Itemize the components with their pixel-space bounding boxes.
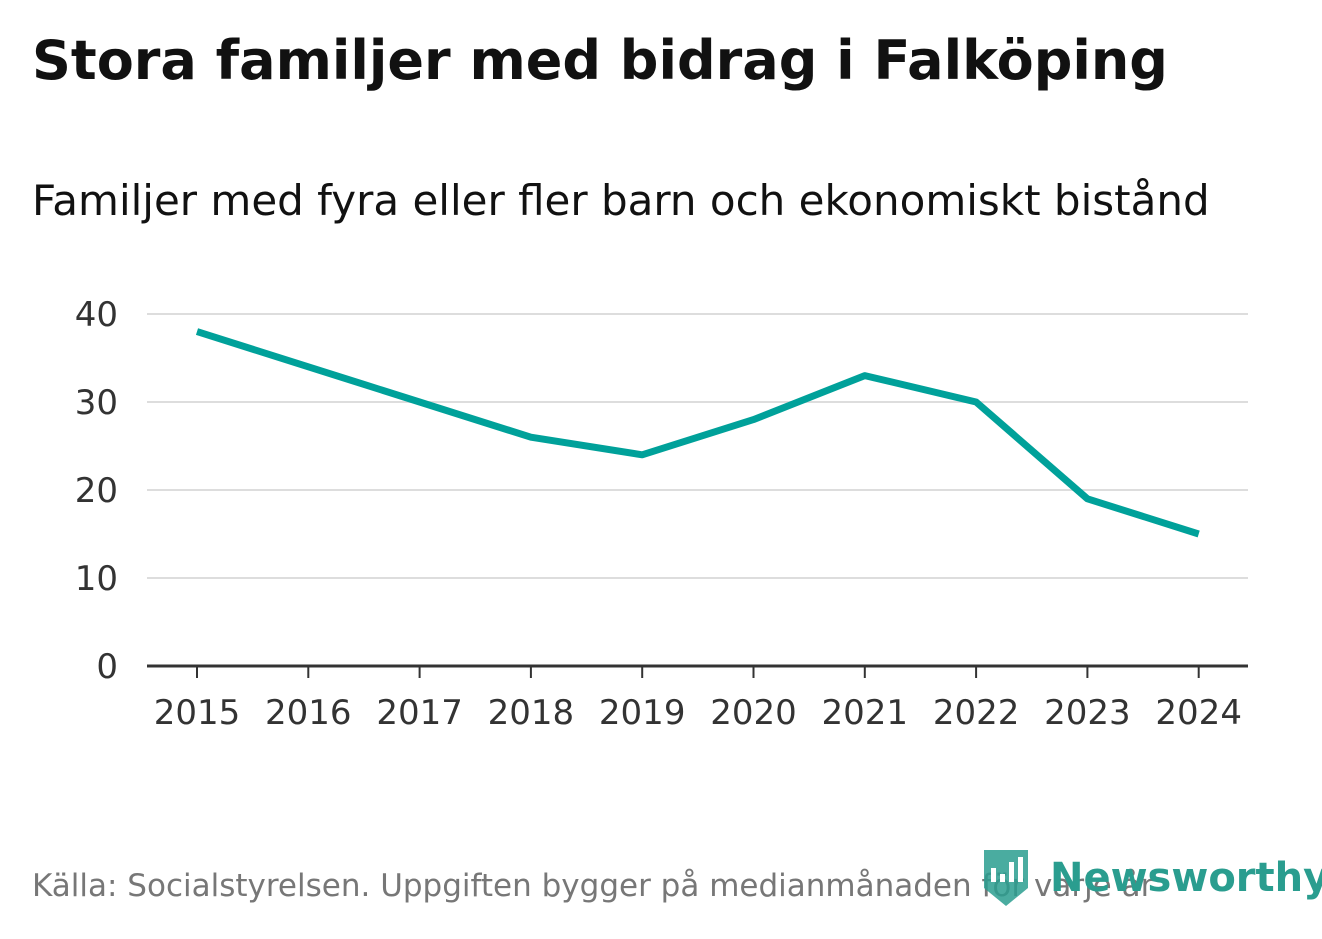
y-tick-label: 0 — [96, 647, 118, 687]
x-tick-label: 2022 — [933, 693, 1020, 733]
x-tick-label: 2021 — [822, 693, 909, 733]
series-layer — [195, 328, 1200, 538]
y-tick-label: 40 — [75, 295, 118, 335]
x-axis-tick-labels: 2015 2016 2017 2018 2019 2020 2021 2022 2023 2024 — [154, 693, 1242, 733]
newsworthy-logo-text: Newsworthy — [1050, 855, 1322, 901]
y-axis-tick-labels: 0 10 20 30 40 — [75, 295, 118, 687]
series-line — [195, 328, 1200, 538]
x-tick-label: 2019 — [599, 693, 686, 733]
x-tick-label: 2015 — [154, 693, 241, 733]
x-axis — [147, 664, 1248, 678]
y-tick-label: 20 — [75, 471, 118, 511]
y-tick-label: 30 — [75, 383, 118, 423]
y-tick-label: 10 — [75, 559, 118, 599]
x-tick-label: 2017 — [376, 693, 463, 733]
x-tick-label: 2016 — [265, 693, 352, 733]
chart-subtitle: Familjer med fyra eller fler barn och ek… — [32, 176, 1210, 225]
x-tick-label: 2020 — [710, 693, 797, 733]
x-tick-label: 2018 — [488, 693, 575, 733]
x-tick-label: 2023 — [1044, 693, 1131, 733]
gridlines — [147, 313, 1248, 579]
chart-title: Stora familjer med bidrag i Falköping — [32, 29, 1168, 92]
source-note: Källa: Socialstyrelsen. Uppgiften bygger… — [32, 868, 1154, 904]
x-tick-label: 2024 — [1155, 693, 1242, 733]
newsworthy-logo-icon — [984, 850, 1028, 906]
newsworthy-logo: Newsworthy — [982, 848, 1322, 908]
